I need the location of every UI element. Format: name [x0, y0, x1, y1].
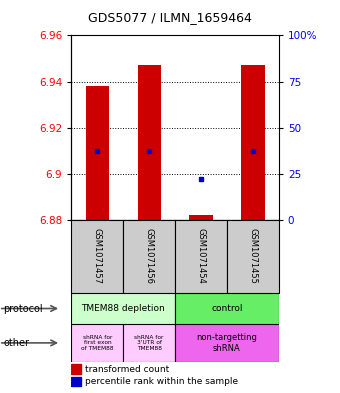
Bar [71, 376, 81, 386]
Text: other: other [3, 338, 29, 348]
Text: shRNA for
first exon
of TMEM88: shRNA for first exon of TMEM88 [81, 334, 114, 351]
Bar [123, 324, 175, 362]
Text: control: control [211, 304, 243, 313]
Bar [123, 220, 175, 293]
Bar [86, 86, 109, 220]
Text: GSM1071455: GSM1071455 [249, 228, 257, 285]
Text: GDS5077 / ILMN_1659464: GDS5077 / ILMN_1659464 [88, 11, 252, 24]
Text: non-targetting
shRNA: non-targetting shRNA [197, 333, 257, 353]
Text: transformed count: transformed count [85, 365, 169, 374]
Bar [71, 364, 81, 374]
Bar [227, 220, 279, 293]
Text: shRNA for
3'UTR of
TMEM88: shRNA for 3'UTR of TMEM88 [135, 334, 164, 351]
Bar [175, 324, 279, 362]
Text: GSM1071456: GSM1071456 [145, 228, 154, 285]
Bar [241, 65, 265, 220]
Bar [175, 220, 227, 293]
Text: percentile rank within the sample: percentile rank within the sample [85, 377, 238, 386]
Bar [189, 215, 213, 220]
Bar [71, 293, 175, 324]
Bar [71, 324, 123, 362]
Bar [71, 220, 123, 293]
Text: TMEM88 depletion: TMEM88 depletion [81, 304, 165, 313]
Bar [137, 65, 161, 220]
Bar [175, 293, 279, 324]
Text: GSM1071457: GSM1071457 [93, 228, 102, 285]
Text: GSM1071454: GSM1071454 [197, 228, 205, 285]
Text: protocol: protocol [3, 303, 43, 314]
